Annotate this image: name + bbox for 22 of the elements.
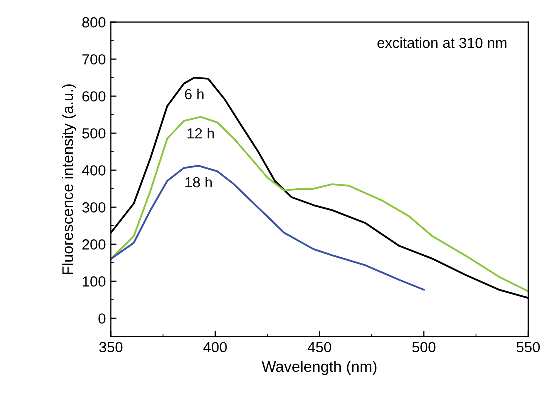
x-tick-label: 550 bbox=[516, 342, 540, 353]
y-tick-label: 300 bbox=[82, 202, 106, 213]
x-tick-label: 450 bbox=[308, 342, 332, 353]
y-tick-label: 800 bbox=[82, 17, 106, 28]
x-tick-label: 500 bbox=[412, 342, 436, 353]
y-tick-label: 200 bbox=[82, 240, 106, 250]
x-axis-title: Wavelength (nm) bbox=[262, 360, 377, 376]
x-tick-label: 350 bbox=[100, 342, 123, 353]
y-tick-label: 0 bbox=[98, 314, 106, 324]
y-tick-label: 400 bbox=[82, 166, 106, 176]
y-axis-title: Fluorescence intensity (a.u.) bbox=[62, 84, 76, 274]
y-tick-label: 100 bbox=[83, 276, 106, 287]
y-tick-label: 700 bbox=[82, 54, 106, 65]
x-tick-label: 400 bbox=[204, 342, 228, 353]
series-label: 12 h bbox=[188, 128, 214, 139]
y-tick-label: 500 bbox=[82, 128, 106, 139]
series-label: 6 h bbox=[185, 88, 204, 100]
annotation: excitation at 310 nm bbox=[378, 38, 507, 48]
y-tick-label: 600 bbox=[82, 91, 106, 102]
line-series bbox=[111, 116, 528, 292]
series-label: 18 h bbox=[186, 176, 212, 188]
line-series bbox=[111, 165, 426, 291]
